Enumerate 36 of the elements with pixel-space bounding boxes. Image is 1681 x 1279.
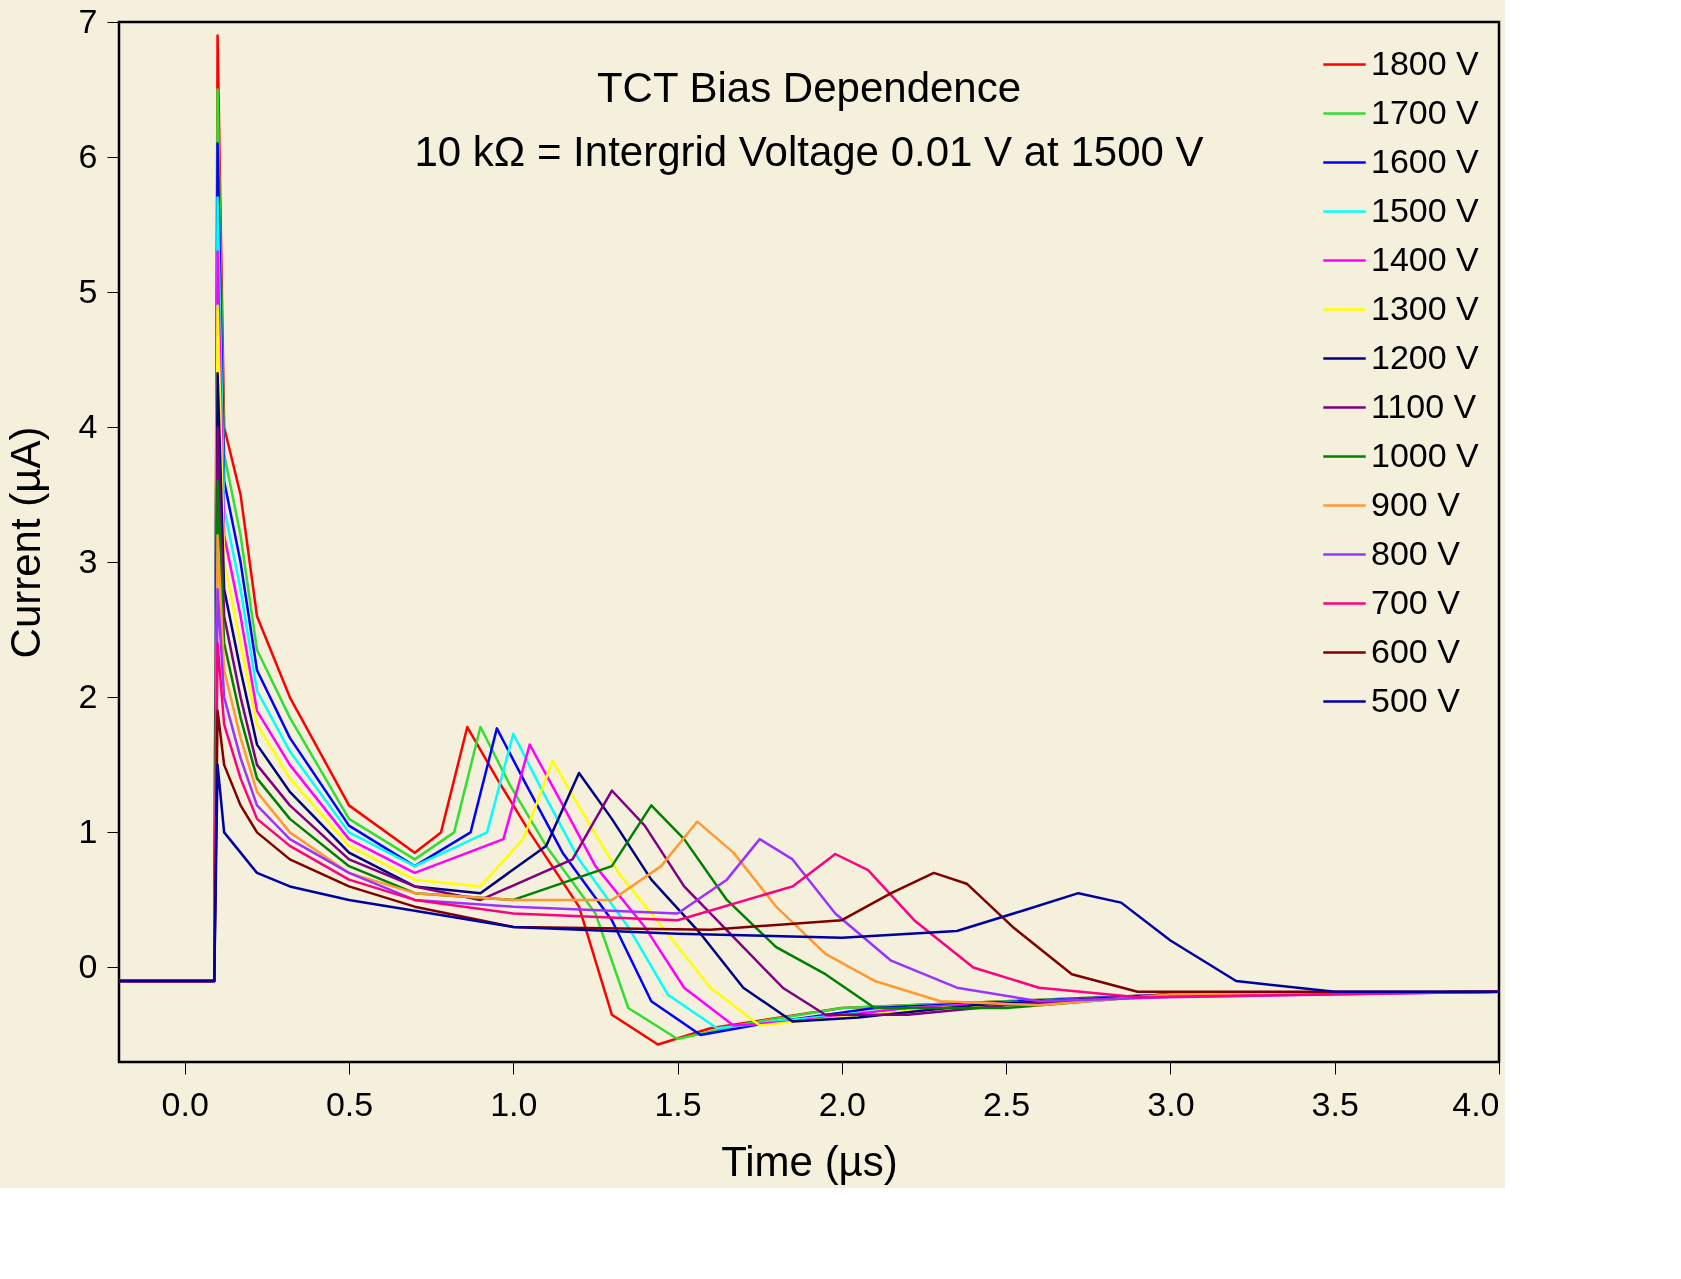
- x-tick-label: 0.0: [161, 1084, 209, 1123]
- legend-label: 1700 V: [1371, 92, 1480, 131]
- legend-label: 1300 V: [1371, 288, 1480, 327]
- x-tick-label: 2.5: [983, 1084, 1031, 1123]
- x-tick-label: 1.5: [654, 1084, 702, 1123]
- legend-label: 1200 V: [1371, 337, 1480, 376]
- legend-label: 1600 V: [1371, 141, 1480, 180]
- x-axis-title: Time (µs): [721, 1137, 898, 1185]
- text: 10 kΩ = Intergrid Voltage 0.01 V at 1500 V: [414, 128, 1204, 175]
- y-tick-label: 6: [78, 136, 98, 175]
- line-series: [119, 763, 1499, 994]
- legend-label: 1400 V: [1371, 239, 1480, 278]
- y-tick-label: 5: [78, 271, 98, 310]
- y-tick-label: 2: [78, 676, 98, 715]
- legend-label: 900 V: [1371, 484, 1461, 523]
- x-tick-label: 3.0: [1147, 1084, 1195, 1123]
- y-tick-label: 4: [78, 406, 98, 445]
- legend-label: 1500 V: [1371, 190, 1480, 229]
- text: TCT Bias Dependence: [596, 64, 1022, 111]
- x-tick-label: 3.5: [1311, 1084, 1359, 1123]
- x-tick-label: 0.5: [325, 1084, 374, 1123]
- y-axis-title: Current (µA): [1, 426, 49, 659]
- x-tick-label: 2.0: [818, 1084, 866, 1123]
- legend-label: 1000 V: [1371, 435, 1480, 474]
- legend-label: 700 V: [1371, 582, 1461, 621]
- legend-label: 800 V: [1371, 533, 1461, 572]
- y-tick-label: 1: [78, 811, 98, 850]
- legend-label: 500 V: [1371, 680, 1461, 719]
- x-tick-label: 1.0: [490, 1084, 538, 1123]
- x-tick-label: 4.0: [1452, 1084, 1500, 1123]
- y-tick-label: 0: [78, 946, 98, 985]
- legend-label: 1800 V: [1371, 43, 1480, 82]
- y-tick-label: 7: [78, 1, 98, 40]
- legend-label: 1100 V: [1371, 386, 1477, 425]
- legend-label: 600 V: [1371, 631, 1461, 670]
- y-tick-label: 3: [78, 541, 98, 580]
